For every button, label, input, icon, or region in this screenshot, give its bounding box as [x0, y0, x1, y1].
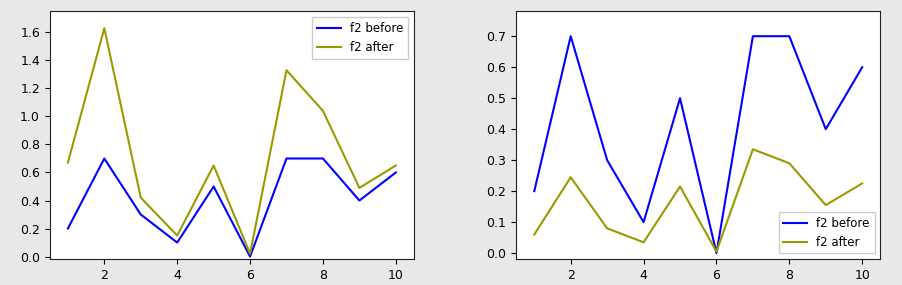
f2 before [638, 221, 649, 224]
f2 after [565, 176, 575, 179]
f2 after [710, 250, 721, 253]
f2 before [99, 157, 110, 160]
Line: f2 before: f2 before [68, 158, 395, 256]
f2 before [747, 34, 758, 38]
f2 after [244, 252, 255, 255]
f2 after [171, 234, 182, 237]
f2 after [674, 185, 685, 188]
f2 before [244, 255, 255, 258]
f2 before [318, 157, 328, 160]
f2 before [171, 241, 182, 244]
f2 before [135, 213, 146, 216]
f2 before [208, 185, 219, 188]
f2 after [747, 148, 758, 151]
f2 before [62, 227, 73, 230]
f2 after [856, 182, 867, 185]
f2 after [819, 203, 830, 207]
f2 after [783, 162, 794, 165]
Line: f2 after: f2 after [534, 149, 861, 252]
Line: f2 after: f2 after [68, 28, 395, 254]
f2 before [281, 157, 291, 160]
f2 before [856, 66, 867, 69]
Legend: f2 before, f2 after: f2 before, f2 after [312, 17, 408, 59]
f2 before [710, 251, 721, 255]
f2 after [135, 196, 146, 200]
f2 before [674, 96, 685, 100]
f2 before [390, 171, 400, 174]
f2 after [281, 68, 291, 72]
f2 after [601, 227, 612, 230]
f2 after [529, 233, 539, 236]
f2 after [638, 241, 649, 244]
Line: f2 before: f2 before [534, 36, 861, 253]
f2 before [565, 34, 575, 38]
f2 after [390, 164, 400, 167]
f2 before [819, 127, 830, 131]
f2 before [601, 158, 612, 162]
f2 after [208, 164, 219, 167]
f2 after [62, 161, 73, 164]
Legend: f2 before, f2 after: f2 before, f2 after [778, 212, 873, 253]
f2 before [529, 190, 539, 193]
f2 before [783, 34, 794, 38]
f2 after [99, 27, 110, 30]
f2 before [354, 199, 364, 202]
f2 after [318, 109, 328, 113]
f2 after [354, 186, 364, 190]
